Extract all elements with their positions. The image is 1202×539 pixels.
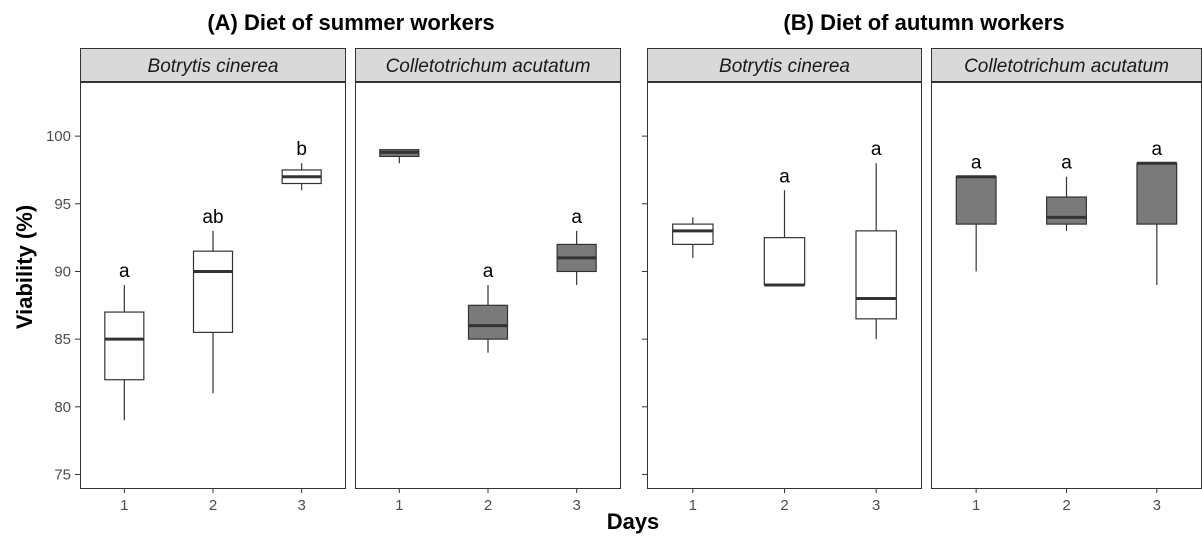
x-tick-label: 2 (780, 497, 788, 514)
panel-1-0: Botrytis cinerea 1 2 a 3 a (642, 48, 922, 514)
strip-background (355, 48, 621, 82)
x-tick-label: 3 (572, 497, 580, 514)
strip-background (931, 48, 1202, 82)
y-tick-label: 75 (54, 466, 71, 483)
x-tick-label: 3 (1153, 497, 1161, 514)
x-tick-label: 1 (120, 497, 128, 514)
panel-1-1: Colletotrichum acutatum 1 a 2 a 3 a (931, 48, 1202, 514)
strip-label: Botrytis cinerea (719, 56, 850, 77)
x-tick-label: 2 (209, 497, 217, 514)
group-title-autumn: (B) Diet of autumn workers (783, 10, 1064, 35)
y-axis-title: Viability (%) (12, 205, 37, 329)
y-tick-label: 85 (54, 331, 71, 348)
box (192, 250, 234, 333)
box (855, 230, 897, 320)
significance-label: a (483, 261, 494, 282)
significance-label: a (1152, 139, 1163, 160)
box (763, 237, 806, 286)
x-axis-title: Days (607, 509, 660, 534)
x-tick-label: 2 (484, 497, 492, 514)
group-title-summer: (A) Diet of summer workers (207, 10, 494, 35)
x-tick-label: 1 (689, 497, 697, 514)
y-tick-label: 100 (46, 128, 71, 145)
y-tick-label: 80 (54, 399, 71, 416)
strip-label: Botrytis cinerea (148, 56, 279, 77)
x-tick-label: 3 (297, 497, 305, 514)
panel-0-1: Colletotrichum acutatum 1 2 a 3 a (355, 48, 621, 514)
significance-label: a (571, 207, 582, 228)
significance-label: a (871, 139, 882, 160)
box (1046, 196, 1087, 225)
y-tick-label: 95 (54, 196, 71, 213)
strip-background (80, 48, 346, 82)
panel-0-0: Botrytis cinerea 75 80 85 90 95 100 1 a 2 ab 3 b (46, 48, 346, 514)
box (672, 223, 714, 246)
significance-label: a (119, 261, 130, 282)
box (955, 176, 997, 225)
significance-label: a (779, 166, 790, 187)
panels-layer: Botrytis cinerea 75 80 85 90 95 100 1 a 2 ab 3 b Coll… (46, 48, 1202, 514)
significance-label: b (296, 139, 307, 160)
strip-background (647, 48, 922, 82)
significance-label: a (1061, 153, 1072, 174)
strip-label: Colletotrichum acutatum (964, 56, 1169, 77)
strip-label: Colletotrichum acutatum (386, 56, 591, 77)
x-tick-label: 1 (972, 497, 980, 514)
x-tick-label: 2 (1062, 497, 1070, 514)
significance-label: a (971, 153, 982, 174)
x-tick-label: 3 (872, 497, 880, 514)
box (104, 311, 145, 381)
box (1136, 162, 1178, 225)
box (467, 304, 509, 340)
significance-label: ab (202, 207, 223, 228)
y-tick-label: 90 (54, 263, 71, 280)
x-tick-label: 1 (395, 497, 403, 514)
